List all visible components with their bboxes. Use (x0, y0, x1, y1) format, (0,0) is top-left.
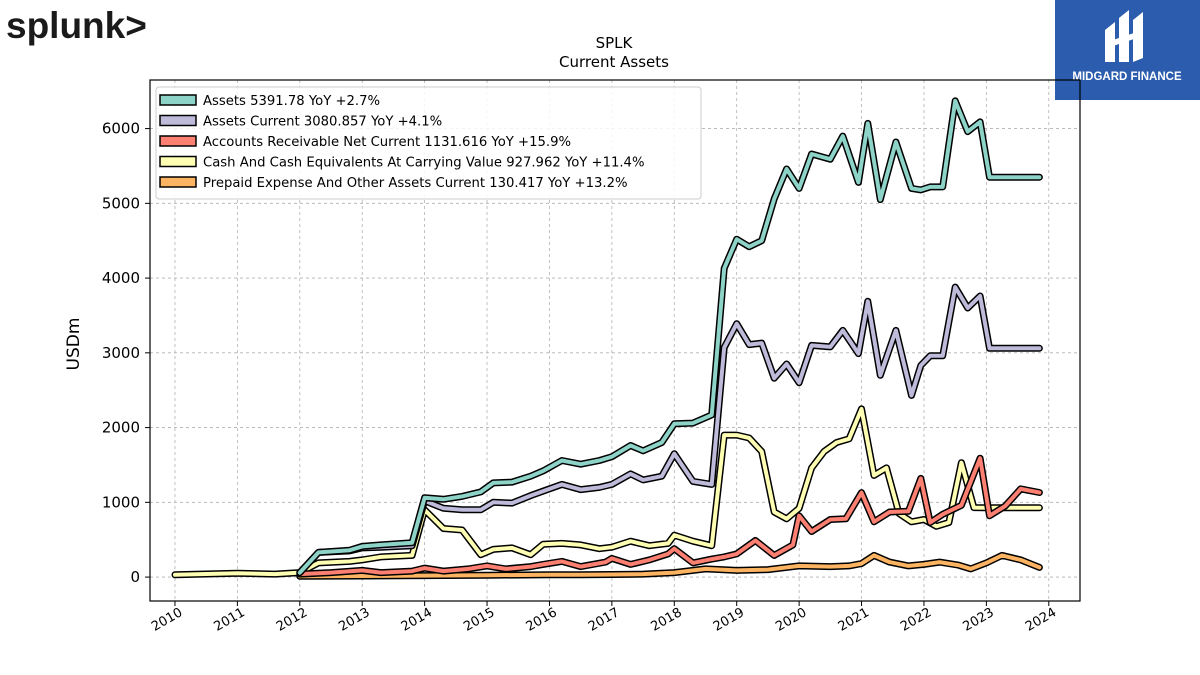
series-assets-current (296, 283, 1043, 577)
series-line (297, 553, 1042, 579)
series-layer (171, 97, 1043, 580)
legend-swatch (159, 155, 197, 168)
x-tick-label: 2012 (274, 605, 310, 635)
x-tick-label: 2017 (586, 605, 622, 635)
legend-entry: Assets 5391.78 YoY +2.7% (203, 94, 380, 109)
x-tick-label: 2020 (773, 605, 809, 635)
y-tick-label: 1000 (102, 493, 140, 511)
series-line (297, 456, 1042, 577)
legend-swatch (159, 176, 197, 188)
x-tick-label: 2010 (149, 605, 185, 635)
legend-entry: Accounts Receivable Net Current 1131.616… (203, 135, 571, 150)
y-axis-label: USDm (64, 318, 84, 371)
legend-entry: Prepaid Expense And Other Assets Current… (203, 176, 628, 191)
y-tick-label: 0 (130, 568, 140, 586)
plot-frame (149, 79, 1081, 602)
series-accounts-receivable-net-current (296, 454, 1043, 578)
y-tick-label: 4000 (102, 269, 140, 287)
series-cash-and-cash-equivalents-at-carrying-value (171, 405, 1043, 579)
series-line (297, 98, 1042, 575)
series-line (297, 285, 1042, 575)
x-tick-label: 2016 (524, 605, 560, 635)
chart-subtitle: Current Assets (559, 53, 669, 71)
x-tick-label: 2022 (898, 605, 934, 635)
x-tick-label: 2023 (961, 605, 997, 635)
midgard-logo-text: MIDGARD FINANCE (1072, 71, 1182, 83)
legend-swatch (159, 135, 197, 147)
x-tick-label: 2011 (212, 605, 248, 635)
y-tick-label: 6000 (102, 120, 140, 138)
legend: Assets 5391.78 YoY +2.7% Assets Current 3… (155, 86, 702, 200)
legend-entry: Cash And Cash Equivalents At Carrying Va… (203, 156, 644, 171)
x-tick-label: 2013 (336, 605, 372, 635)
series-prepaid-expense-and-other-assets-current (296, 551, 1043, 580)
x-tick-label: 2019 (711, 605, 747, 635)
y-tick-label: 2000 (102, 419, 140, 437)
series-assets (296, 97, 1043, 577)
x-tick-label: 2014 (399, 605, 435, 635)
y-tick-label: 3000 (102, 344, 140, 362)
x-tick-label: 2018 (648, 605, 684, 635)
legend-swatch (159, 114, 197, 127)
splunk-logo: splunk> (6, 2, 156, 52)
legend-swatch (159, 94, 197, 106)
x-tick-label: 2024 (1023, 605, 1059, 635)
y-tick-label: 5000 (102, 194, 140, 212)
legend-box (155, 86, 702, 200)
x-tick-label: 2015 (461, 605, 497, 635)
midgard-logo-mark (1105, 10, 1143, 62)
splunk-logo-text: splunk> (6, 5, 147, 46)
x-tick-label: 2021 (836, 605, 872, 635)
series-line-outline (171, 405, 1043, 579)
chart-title: SPLK (596, 34, 634, 52)
midgard-finance-logo: MIDGARD FINANCE (1055, 0, 1200, 100)
legend-entry: Assets Current 3080.857 YoY +4.1% (203, 115, 442, 130)
